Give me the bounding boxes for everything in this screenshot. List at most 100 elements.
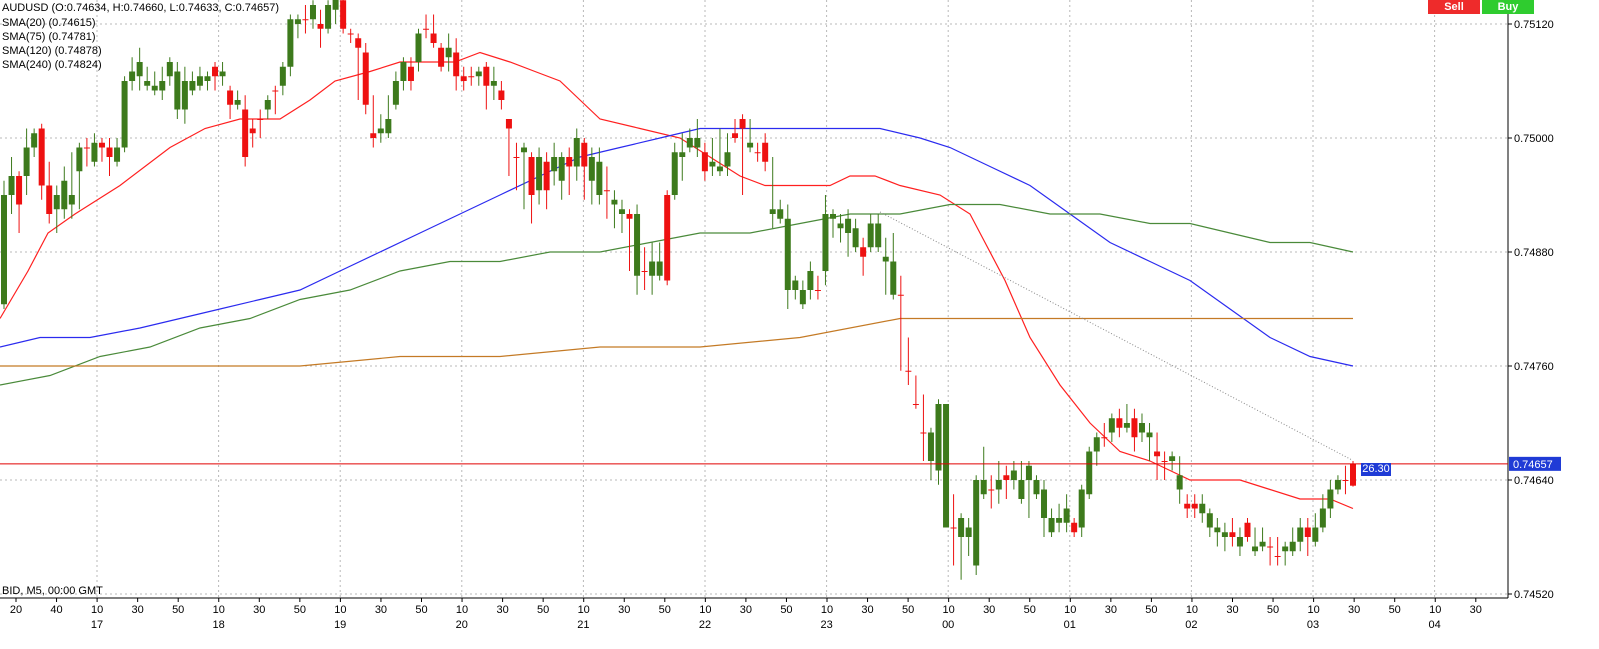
candle	[212, 62, 219, 91]
candle	[1154, 432, 1161, 480]
candle	[792, 275, 799, 300]
candle-body	[656, 261, 663, 276]
candle	[159, 66, 166, 100]
buy-button[interactable]: Buy	[1482, 0, 1534, 14]
time-tick-label: 10	[1064, 604, 1076, 616]
candle	[189, 71, 196, 96]
candle	[1236, 527, 1243, 556]
candle-body	[1334, 480, 1341, 490]
candle-body	[453, 52, 460, 77]
candle	[1, 180, 7, 309]
candle	[1071, 518, 1078, 537]
candle	[837, 214, 844, 243]
candle	[227, 85, 234, 119]
candle-body	[181, 81, 188, 110]
candle-body	[430, 33, 437, 43]
candle	[867, 214, 874, 252]
candle	[822, 195, 829, 286]
candle-body	[588, 157, 595, 181]
candle	[701, 142, 708, 181]
time-tick-label: 40	[50, 604, 62, 616]
candle-body	[287, 19, 294, 67]
candle	[1334, 475, 1341, 495]
candle	[664, 190, 671, 286]
candle	[694, 119, 701, 157]
hour-label: 21	[577, 619, 589, 631]
candle-body	[1342, 480, 1349, 481]
candle	[588, 147, 595, 205]
candle-body	[340, 0, 347, 29]
candles	[1, 0, 1356, 580]
candle	[958, 513, 965, 580]
time-tick-label: 10	[578, 604, 590, 616]
candle-body	[460, 76, 467, 81]
candle-body	[1086, 451, 1093, 495]
sell-button[interactable]: Sell	[1428, 0, 1480, 14]
candle	[340, 0, 347, 34]
time-tick-label: 10	[1186, 604, 1198, 616]
candle-body	[415, 33, 422, 62]
candle-body	[1123, 423, 1130, 428]
candle-body	[1176, 475, 1183, 490]
time-tick-label: 10	[91, 604, 103, 616]
candle	[53, 185, 60, 233]
candle-body	[1, 195, 7, 305]
candle	[1289, 527, 1296, 556]
candle-body	[1282, 546, 1289, 552]
candle-body	[581, 142, 588, 167]
candle-body	[521, 147, 528, 153]
candle-body	[196, 76, 203, 86]
candle	[121, 76, 128, 153]
candle-body	[227, 90, 234, 105]
candle-body	[882, 256, 889, 262]
candle	[1146, 423, 1153, 461]
trend-line	[879, 211, 1353, 461]
time-tick-label: 50	[1267, 604, 1279, 616]
candle	[905, 337, 912, 385]
candle	[799, 280, 806, 309]
candle	[91, 133, 98, 167]
candle	[181, 66, 188, 124]
candle	[1086, 446, 1093, 499]
candle	[1221, 522, 1228, 552]
candle-body	[603, 190, 610, 192]
candle-body	[234, 100, 241, 105]
candle	[912, 375, 919, 409]
candle-body	[1319, 508, 1326, 528]
axes: 0.75120 0.75000 0.74880 0.74760 0.74640 0.745…	[0, 0, 1561, 631]
candle-body	[814, 290, 821, 291]
candle	[1093, 432, 1100, 466]
candle-body	[257, 119, 264, 120]
candle-body	[16, 176, 23, 205]
candle-body	[423, 28, 430, 30]
candle-body	[31, 133, 38, 148]
candle-body	[1131, 418, 1138, 438]
candle-body	[332, 0, 339, 10]
candle-body	[1199, 503, 1206, 514]
candle-body	[475, 71, 482, 77]
time-tick-label: 10	[456, 604, 468, 616]
candle	[1078, 484, 1085, 537]
time-tick-label: 10	[943, 604, 955, 616]
candle-body	[1244, 522, 1251, 537]
candle-body	[739, 119, 746, 129]
candle	[566, 147, 573, 195]
candle	[611, 190, 618, 229]
time-tick-label: 50	[780, 604, 792, 616]
candle	[543, 152, 550, 210]
candle-body	[53, 195, 60, 210]
candle	[762, 133, 769, 172]
candle	[347, 28, 354, 43]
candle-body	[634, 214, 641, 276]
candle	[1319, 494, 1326, 533]
candle	[1041, 480, 1048, 537]
candle-body	[385, 119, 392, 134]
candle-body	[1289, 541, 1296, 552]
candle-body	[219, 71, 226, 77]
candle	[362, 43, 369, 115]
time-tick-label: 10	[1429, 604, 1441, 616]
candle-body	[980, 480, 987, 495]
candle-body	[1003, 475, 1010, 480]
candle	[392, 71, 399, 110]
